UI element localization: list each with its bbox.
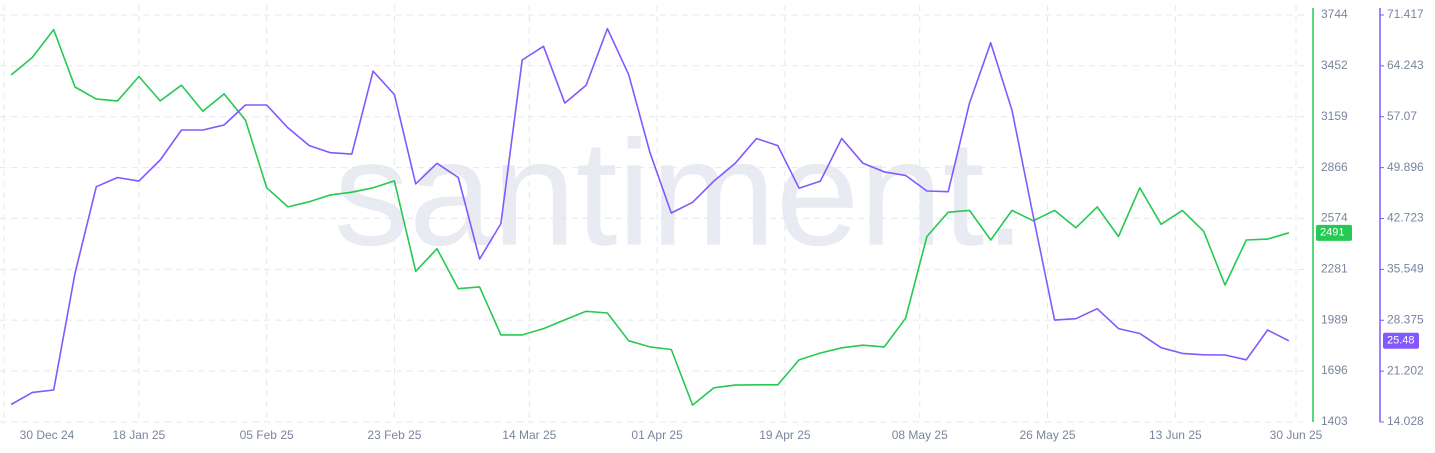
y-tick-label: 3452: [1321, 58, 1348, 72]
y-tick-label: 3744: [1321, 7, 1348, 21]
y2-tick-label: 35.549: [1387, 262, 1424, 276]
y-tick-label: 1989: [1321, 312, 1348, 326]
x-tick-label: 14 Mar 25: [502, 428, 556, 442]
x-tick-label: 13 Jun 25: [1149, 428, 1202, 442]
y2-tick-label: 57.07: [1387, 109, 1417, 123]
y2-tick-label: 21.202: [1387, 363, 1424, 377]
y-tick-label: 1403: [1321, 414, 1348, 428]
x-tick-label: 18 Jan 25: [113, 428, 166, 442]
watermark: santiment.: [334, 109, 1026, 277]
y2-tick-label: 71.417: [1387, 7, 1424, 21]
last-value-badge: [1316, 224, 1352, 241]
y-tick-label: 2281: [1321, 262, 1348, 276]
y-tick-label: 1696: [1321, 363, 1348, 377]
x-tick-label: 01 Apr 25: [631, 428, 683, 442]
x-tick-label: 30 Dec 24: [20, 428, 75, 442]
y2-tick-label: 14.028: [1387, 414, 1424, 428]
last-value-label: 25.48: [1387, 335, 1415, 347]
y-tick-label: 3159: [1321, 109, 1348, 123]
x-tick-label: 19 Apr 25: [759, 428, 811, 442]
y2-tick-label: 42.723: [1387, 211, 1424, 225]
x-tick-label: 08 May 25: [892, 428, 948, 442]
x-tick-label: 26 May 25: [1020, 428, 1076, 442]
y2-tick-label: 49.896: [1387, 160, 1424, 174]
y2-tick-label: 28.375: [1387, 312, 1424, 326]
y-tick-label: 2574: [1321, 211, 1348, 225]
x-tick-label: 30 Jun 25: [1270, 428, 1323, 442]
series-line: [10, 28, 1290, 406]
series-line: [10, 27, 1290, 406]
y-tick-label: 2866: [1321, 160, 1348, 174]
last-value-label: 2491: [1320, 227, 1344, 239]
x-tick-label: 05 Feb 25: [240, 428, 294, 442]
last-value-badge: [1383, 332, 1419, 349]
x-tick-label: 23 Feb 25: [367, 428, 421, 442]
y2-tick-label: 64.243: [1387, 58, 1424, 72]
